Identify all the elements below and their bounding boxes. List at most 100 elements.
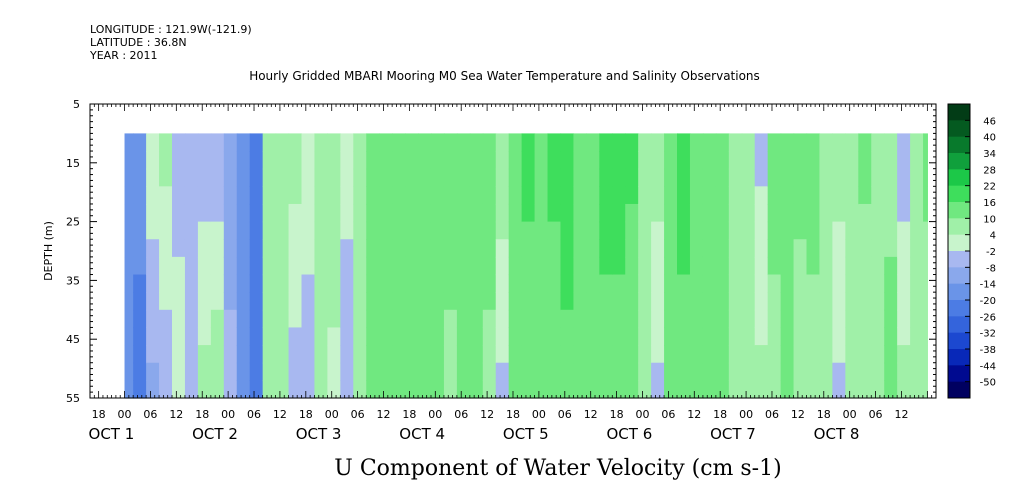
heatmap-cell: [430, 203, 445, 223]
heatmap-cell: [521, 256, 536, 276]
heatmap-cell: [469, 380, 484, 399]
heatmap-cell: [638, 151, 652, 170]
heatmap-cell: [625, 256, 639, 276]
heatmap-cell: [249, 345, 264, 364]
heatmap-cell: [702, 151, 717, 170]
heatmap-cell: [521, 327, 536, 346]
heatmap-cell: [871, 151, 885, 170]
heatmap-cell: [327, 362, 341, 381]
heatmap-cell: [146, 151, 160, 170]
heatmap-cell: [366, 168, 380, 187]
heatmap-cell: [159, 239, 173, 258]
heatmap-cell: [677, 133, 691, 152]
heatmap-cell: [443, 274, 458, 293]
heatmap-cell: [897, 256, 911, 276]
heatmap-cell: [146, 168, 160, 187]
heatmap-cell: [780, 168, 795, 187]
heatmap-cell: [625, 327, 639, 346]
heatmap-cell: [793, 380, 808, 399]
heatmap-cell: [249, 186, 264, 205]
heatmap-cell: [443, 186, 458, 205]
heatmap-cell: [806, 168, 821, 187]
heatmap-cell: [897, 274, 911, 293]
heatmap-cell: [612, 256, 626, 276]
colorbar-label: -26: [980, 312, 996, 323]
heatmap-cell: [910, 239, 924, 258]
heatmap-cell: [884, 327, 898, 346]
heatmap-cell: [430, 274, 445, 293]
heatmap-cell: [702, 203, 717, 223]
heatmap-cell: [819, 221, 834, 240]
heatmap-cell: [495, 256, 510, 276]
colorbar-label: -44: [980, 361, 996, 372]
heatmap-cell: [612, 203, 626, 223]
heatmap-cell: [638, 309, 652, 329]
heatmap-cell: [288, 309, 303, 329]
heatmap-cell: [495, 274, 510, 293]
heatmap-cell: [159, 186, 173, 205]
heatmap-cell: [728, 239, 743, 258]
heatmap-cell: [197, 133, 212, 152]
heatmap-cell: [599, 274, 613, 293]
heatmap-cell: [702, 256, 717, 276]
heatmap-cell: [223, 309, 238, 329]
heatmap-cell: [806, 221, 821, 240]
heatmap-cell: [249, 362, 264, 381]
heatmap-cell: [184, 292, 199, 311]
heatmap-cell: [547, 168, 562, 187]
heatmap-cell: [521, 309, 536, 329]
heatmap-cell: [262, 292, 277, 311]
heatmap-cell: [275, 221, 290, 240]
heatmap-cell: [547, 274, 562, 293]
heatmap-cell: [418, 151, 432, 170]
heatmap-cell: [806, 203, 821, 223]
heatmap-cell: [249, 133, 264, 152]
heatmap-cell: [223, 380, 238, 399]
heatmap-cell: [495, 309, 510, 329]
heatmap-cell: [301, 309, 316, 329]
heatmap-cell: [767, 168, 782, 187]
heatmap-cell: [236, 186, 251, 205]
x-hour-label: 12: [273, 408, 287, 421]
heatmap-cell: [586, 151, 600, 170]
heatmap-cell: [392, 168, 406, 187]
heatmap-cell: [521, 380, 536, 399]
heatmap-cell: [845, 133, 859, 152]
heatmap-cell: [249, 380, 264, 399]
x-hour-label: 18: [713, 408, 727, 421]
y-tick-label: 45: [66, 333, 80, 346]
heatmap-cell: [754, 168, 769, 187]
heatmap-cell: [754, 203, 769, 223]
heatmap-cell: [133, 362, 147, 381]
heatmap-cell: [534, 327, 549, 346]
heatmap-cell: [430, 380, 445, 399]
heatmap-cell: [793, 133, 808, 152]
x-hour-label: 00: [325, 408, 339, 421]
heatmap-cell: [469, 203, 484, 223]
colorbar-swatch: [948, 251, 970, 268]
heatmap-cell: [197, 362, 212, 381]
heatmap-cell: [689, 151, 704, 170]
heatmap-cell: [651, 309, 665, 329]
heatmap-cell: [767, 380, 782, 399]
x-hour-label: 18: [402, 408, 416, 421]
heatmap-cell: [689, 274, 704, 293]
heatmap-cell: [379, 133, 393, 152]
colorbar-label: 46: [983, 116, 996, 127]
heatmap-cell: [728, 203, 743, 223]
x-hour-label: 12: [791, 408, 805, 421]
heatmap-cell: [884, 256, 898, 276]
x-axis: 18 00 06 12 18 00 06 12 18 00 06 12 18 00 06 12 18 00 06 12…: [89, 104, 937, 481]
heatmap-cell: [249, 274, 264, 293]
heatmap-cell: [197, 292, 212, 311]
heatmap-cell: [469, 309, 484, 329]
heatmap-cell: [845, 151, 859, 170]
heatmap-cell: [184, 168, 199, 187]
heatmap-cell: [651, 327, 665, 346]
colorbar-label: -20: [980, 296, 996, 307]
heatmap-cell: [910, 345, 924, 364]
heatmap-cell: [560, 203, 575, 223]
heatmap-cell: [845, 203, 859, 223]
heatmap-cell: [858, 345, 872, 364]
heatmap-cell: [379, 327, 393, 346]
